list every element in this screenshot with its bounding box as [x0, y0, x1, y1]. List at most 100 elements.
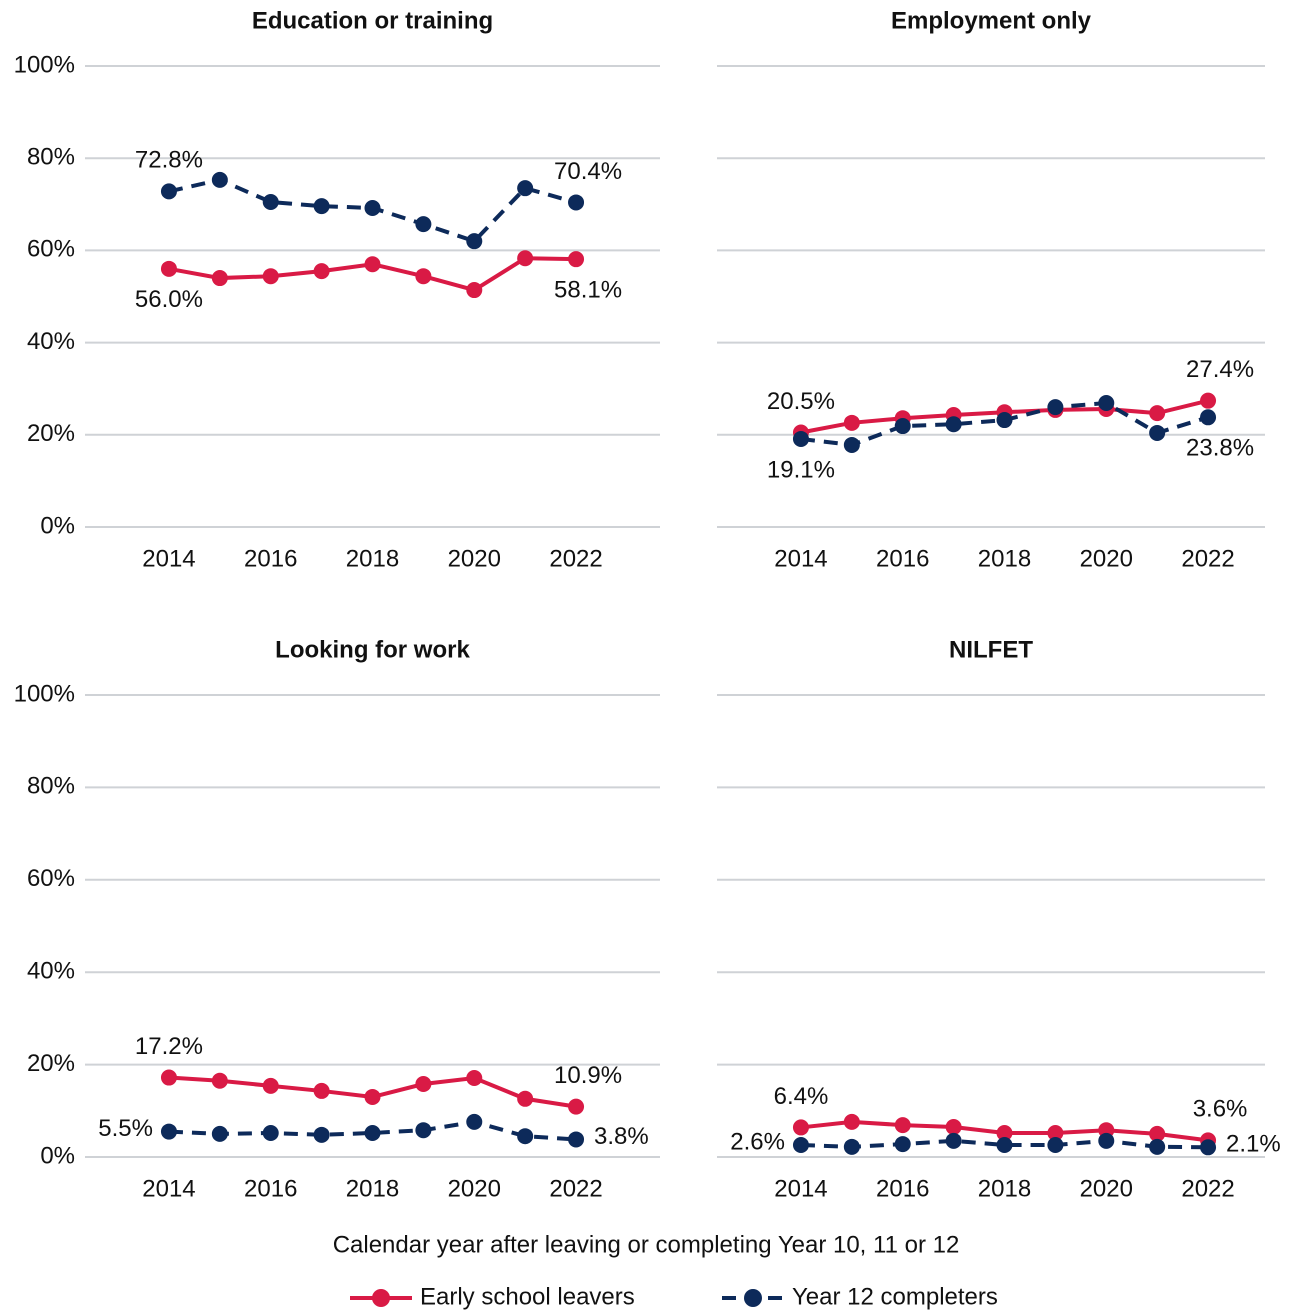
- x-tick-label: 2016: [244, 545, 297, 572]
- y-tick-label: 100%: [14, 680, 75, 707]
- x-tick-label: 2020: [1080, 545, 1133, 572]
- data-point: [568, 251, 585, 268]
- data-point: [415, 216, 432, 233]
- y-tick-label: 40%: [27, 328, 75, 355]
- y-tick-label: 40%: [27, 958, 75, 985]
- y-tick-label: 0%: [40, 1142, 75, 1169]
- data-point: [364, 256, 381, 273]
- data-point: [1149, 1125, 1166, 1142]
- x-tick-label: 2018: [978, 545, 1031, 572]
- data-point: [415, 268, 432, 285]
- data-label: 10.9%: [554, 1062, 622, 1089]
- data-label: 19.1%: [767, 456, 835, 483]
- data-point: [211, 270, 228, 287]
- data-point: [466, 233, 483, 250]
- data-point: [262, 193, 279, 210]
- data-point: [415, 1076, 432, 1093]
- y-tick-label: 60%: [27, 865, 75, 892]
- y-tick-label: 100%: [14, 51, 75, 78]
- data-point: [211, 1072, 228, 1089]
- data-point: [1098, 1132, 1115, 1149]
- panel-title: NILFET: [949, 636, 1033, 663]
- data-label: 2.6%: [730, 1128, 785, 1155]
- legend-label: Early school leavers: [420, 1283, 635, 1310]
- data-label: 17.2%: [135, 1033, 203, 1060]
- y-tick-label: 20%: [27, 1050, 75, 1077]
- data-point: [313, 263, 330, 280]
- x-tick-label: 2018: [346, 545, 399, 572]
- data-point: [1047, 399, 1064, 416]
- x-tick-label: 2018: [346, 1175, 399, 1202]
- data-point: [1047, 1124, 1064, 1141]
- data-point: [517, 1090, 534, 1107]
- y-tick-label: 60%: [27, 236, 75, 263]
- panel-title: Education or training: [252, 7, 493, 34]
- data-label: 72.8%: [135, 147, 203, 174]
- data-label: 6.4%: [774, 1083, 829, 1110]
- x-tick-label: 2016: [876, 1175, 929, 1202]
- y-tick-label: 20%: [27, 420, 75, 447]
- data-point: [843, 414, 860, 431]
- data-point: [894, 418, 911, 435]
- data-point: [364, 199, 381, 216]
- data-point: [160, 1069, 177, 1086]
- y-tick-label: 80%: [27, 144, 75, 171]
- data-point: [792, 1136, 809, 1153]
- data-point: [466, 1113, 483, 1130]
- data-point: [415, 1122, 432, 1139]
- x-tick-label: 2022: [549, 1175, 602, 1202]
- data-point: [568, 1098, 585, 1115]
- data-label: 56.0%: [135, 286, 203, 313]
- data-point: [996, 412, 1013, 429]
- data-point: [894, 1136, 911, 1153]
- x-tick-label: 2014: [774, 545, 827, 572]
- data-point: [945, 416, 962, 433]
- data-point: [262, 1077, 279, 1094]
- panel-title: Employment only: [891, 7, 1092, 34]
- data-point: [160, 1123, 177, 1140]
- data-point: [364, 1124, 381, 1141]
- data-point: [843, 436, 860, 453]
- data-point: [1149, 424, 1166, 441]
- x-tick-label: 2022: [1181, 1175, 1234, 1202]
- data-label: 70.4%: [554, 158, 622, 185]
- x-tick-label: 2022: [1181, 545, 1234, 572]
- data-point: [517, 180, 534, 197]
- data-point: [1200, 409, 1217, 426]
- data-point: [945, 1132, 962, 1149]
- data-point: [313, 198, 330, 215]
- x-tick-label: 2020: [1080, 1175, 1133, 1202]
- data-point: [466, 282, 483, 299]
- data-point: [364, 1088, 381, 1105]
- data-point: [262, 268, 279, 285]
- data-point: [1149, 405, 1166, 422]
- y-tick-label: 80%: [27, 773, 75, 800]
- data-label: 5.5%: [98, 1115, 153, 1142]
- data-point: [568, 194, 585, 211]
- data-point: [313, 1082, 330, 1099]
- data-point: [792, 1119, 809, 1136]
- x-tick-label: 2014: [774, 1175, 827, 1202]
- data-point: [996, 1136, 1013, 1153]
- data-label: 58.1%: [554, 277, 622, 304]
- data-point: [1149, 1138, 1166, 1155]
- data-point: [466, 1069, 483, 1086]
- x-tick-label: 2020: [448, 1175, 501, 1202]
- data-point: [1200, 1139, 1217, 1156]
- x-tick-label: 2018: [978, 1175, 1031, 1202]
- data-point: [1047, 1136, 1064, 1153]
- data-label: 23.8%: [1186, 435, 1254, 462]
- x-tick-label: 2022: [549, 545, 602, 572]
- legend-marker: [372, 1289, 390, 1307]
- y-tick-label: 0%: [40, 512, 75, 539]
- data-point: [1098, 394, 1115, 411]
- legend-marker: [744, 1289, 762, 1307]
- x-tick-label: 2014: [142, 545, 195, 572]
- data-point: [894, 1117, 911, 1134]
- data-point: [996, 1124, 1013, 1141]
- x-axis-label: Calendar year after leaving or completin…: [333, 1231, 960, 1258]
- data-point: [160, 260, 177, 277]
- data-label: 20.5%: [767, 388, 835, 415]
- data-point: [517, 1128, 534, 1145]
